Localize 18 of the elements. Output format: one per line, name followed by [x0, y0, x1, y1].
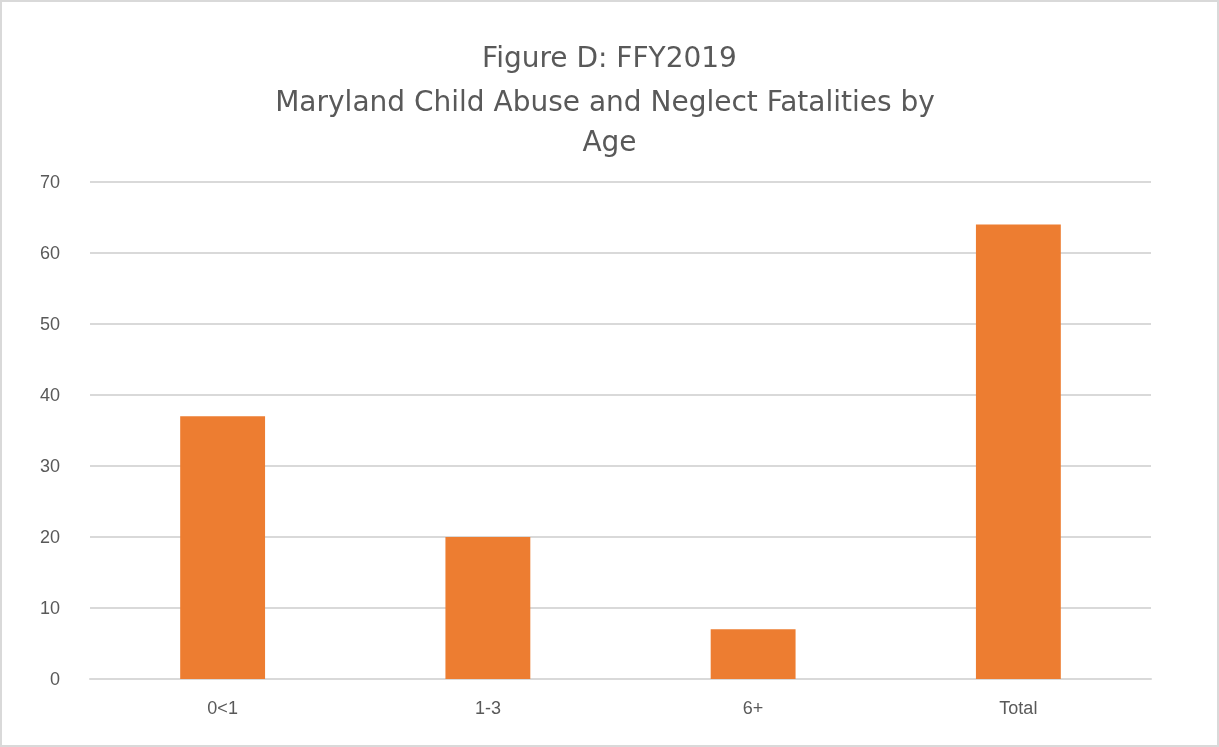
x-tick-label: 6+	[742, 698, 764, 718]
x-tick-label: 0<1	[207, 698, 238, 718]
x-tick-label: Total	[999, 698, 1038, 718]
chart-subtitle: Maryland Child Abuse and Neglect Fatalities by Age	[275, 84, 944, 158]
y-tick-label: 10	[39, 598, 60, 618]
bar	[445, 537, 531, 679]
y-tick-label: 60	[39, 243, 60, 263]
chart-title: Figure D: FFY2019	[482, 40, 737, 74]
y-tick-label: 50	[39, 314, 60, 334]
bar	[710, 629, 796, 679]
x-tick-label: 1-3	[474, 698, 501, 718]
bar	[975, 224, 1061, 679]
y-tick-label: 40	[39, 385, 60, 405]
y-tick-label: 20	[39, 527, 60, 547]
y-tick-label: 70	[39, 172, 60, 192]
y-tick-label: 30	[39, 456, 60, 476]
bar	[180, 416, 266, 679]
y-tick-label: 0	[49, 669, 60, 689]
